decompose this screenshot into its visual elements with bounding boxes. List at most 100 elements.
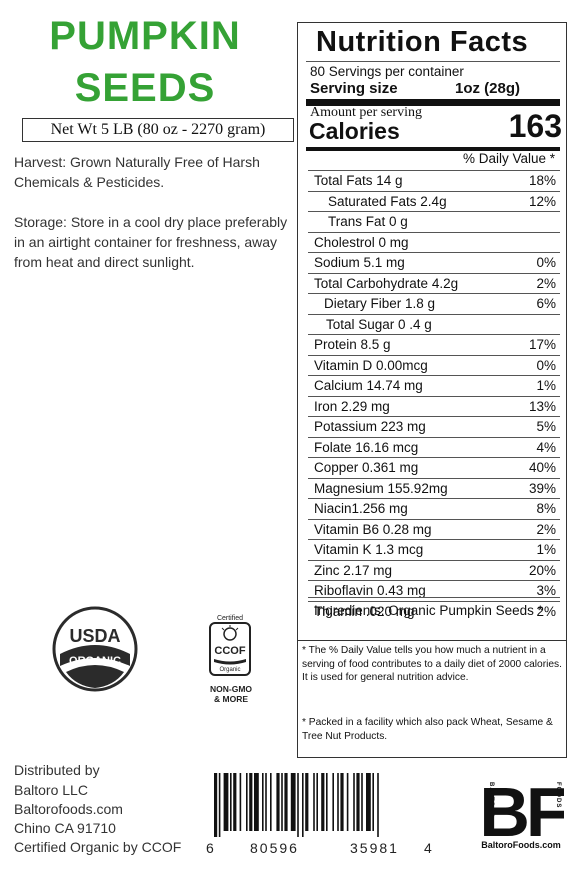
nutrient-row: Sodium 5.1 mg 0% (308, 252, 560, 273)
serving-size-value: 1oz (28g) (455, 80, 521, 97)
nutrient-percent: 8% (536, 501, 556, 516)
usda-organic-text: ORGANIC (69, 655, 121, 667)
nutrient-row: Magnesium 155.92mg 39% (308, 477, 560, 499)
barcode (214, 773, 379, 837)
daily-value-footnote: * The % Daily Value tells you how much a… (302, 645, 562, 683)
nutrient-percent: 5% (536, 419, 556, 434)
non-gmo-line2: & MORE (214, 694, 248, 704)
nutrient-row: Protein 8.5 g 17% (308, 334, 560, 355)
nutrient-name: Potassium 223 mg (314, 419, 426, 434)
nutrient-percent: 40% (528, 460, 556, 475)
distributor-line: Baltorofoods.com (14, 801, 123, 817)
barcode-digit-last: 4 (424, 840, 432, 856)
nutrient-row: Dietary Fiber 1.8 g 6% (308, 293, 560, 314)
nutrient-row: Trans Fat 0 g (308, 211, 560, 232)
ingredients-text: Ingredients: Organic Pumpkin Seeds * (314, 603, 543, 618)
nutrient-percent: 2% (536, 603, 556, 619)
ccof-certified-seal: Certified CCOF Organic (209, 615, 251, 676)
nutrient-percent: 1% (536, 542, 556, 557)
nutrient-percent: 1% (536, 378, 556, 393)
divider (306, 61, 560, 62)
nutrient-percent: 13% (528, 398, 556, 414)
nutrition-facts-panel (297, 22, 567, 758)
nutrient-row: Calcium 14.74 mg 1% (308, 375, 560, 396)
distributor-line: Distributed by (14, 762, 100, 778)
nutrient-name: Total Carbohydrate 4.2g (314, 275, 459, 291)
barcode-digit-first: 6 (206, 840, 214, 856)
nutrient-name: Copper 0.361 mg (314, 460, 419, 475)
nutrient-name: Sodium 5.1 mg (314, 255, 405, 270)
nutrient-percent: 2% (536, 521, 556, 537)
nutrient-row: Total Carbohydrate 4.2g 2% (308, 272, 560, 294)
distributor-line: Chino CA 91710 (14, 820, 116, 836)
nutrient-name: Folate 16.16 mcg (314, 439, 419, 455)
nutrient-row: Copper 0.361 mg 40% (308, 457, 560, 478)
baltoro-foods-logo: BF BALTORO FOODS (479, 773, 564, 851)
product-title-line1: PUMPKIN (49, 14, 241, 58)
bf-side-right: FOODS (555, 782, 561, 808)
nutrient-percent: 4% (536, 439, 556, 455)
nutrient-name: Total Fats 14 g (314, 173, 403, 188)
divider (298, 640, 566, 641)
usda-text: USDA (69, 626, 120, 646)
nutrient-row: Vitamin K 1.3 mcg 1% (308, 539, 560, 560)
bf-logo-letters: BF (479, 773, 564, 851)
nutrient-name: Iron 2.29 mg (314, 398, 390, 414)
non-gmo-line1: NON-GMO (209, 684, 253, 694)
non-gmo-label: NON-GMO & MORE (196, 684, 266, 704)
nutrient-row: Niacin1.256 mg 8% (308, 498, 560, 519)
nutrient-percent: 39% (528, 480, 556, 496)
ccof-text: CCOF (214, 645, 245, 657)
nutrient-row: Potassium 223 mg 5% (308, 416, 560, 437)
ccof-organic-text: Organic (219, 667, 240, 673)
nutrient-percent: 3% (536, 583, 556, 598)
distributor-line: Baltoro LLC (14, 782, 88, 798)
storage-text: Storage: Store in a cool dry place prefe… (14, 214, 288, 270)
nutrient-row: Vitamin B6 0.28 mg 2% (308, 518, 560, 540)
nutrient-name: Vitamin B6 0.28 mg (314, 521, 432, 537)
nutrient-row: Total Fats 14 g 18% (308, 170, 560, 191)
nutrient-name: Thiamin .020 mg (314, 603, 415, 619)
servings-per-container: 80 Servings per container (310, 64, 464, 79)
brand-url: BaltoroFoods.com (481, 840, 561, 850)
product-title-line2: SEEDS (74, 66, 216, 110)
amount-per-serving: Amount per serving (310, 105, 422, 120)
nutrient-percent: 0% (536, 255, 556, 270)
nutrient-percent: 0% (536, 357, 556, 373)
nutrient-percent: 2% (536, 275, 556, 291)
nutrient-name: Calcium 14.74 mg (314, 378, 423, 393)
nutrient-name: Protein 8.5 g (314, 337, 391, 352)
harvest-text: Harvest: Grown Naturally Free of Harsh C… (14, 154, 260, 190)
nutrient-percent: 20% (528, 562, 556, 578)
nutrient-name: Vitamin K 1.3 mcg (314, 542, 424, 557)
nutrient-row: Riboflavin 0.43 mg 3% (308, 580, 560, 601)
thick-divider (306, 99, 560, 106)
divider (308, 597, 560, 598)
nutrient-table: Total Fats 14 g 18% Saturated Fats 2.4g 12… (308, 170, 560, 621)
nutrient-name: Cholestrol 0 mg (314, 234, 409, 250)
nutrient-name: Trans Fat 0 g (328, 214, 408, 229)
nutrient-name: Zinc 2.17 mg (314, 562, 393, 578)
nutrient-name: Dietary Fiber 1.8 g (324, 296, 436, 311)
nutrient-row: Thiamin .020 mg 2% (308, 600, 560, 622)
barcode-group2: 35981 (350, 840, 399, 856)
nutrient-name: Magnesium 155.92mg (314, 480, 448, 496)
bf-side-left: BALTORO (488, 782, 494, 818)
medium-divider (306, 147, 560, 151)
nutrient-name: Saturated Fats 2.4g (328, 193, 447, 209)
distributor-line: Certified Organic by CCOF (14, 839, 182, 855)
nutrient-name: Vitamin D 0.00mcg (314, 357, 428, 373)
barcode-group1: 80596 (250, 840, 299, 856)
calories-label: Calories (309, 118, 400, 144)
usda-organic-seal: USDA ORGANIC (52, 606, 138, 692)
daily-value-header: % Daily Value * (462, 151, 555, 166)
nutrient-name: Riboflavin 0.43 mg (314, 583, 426, 598)
ccof-certified-text: Certified (217, 615, 243, 622)
nutrient-row: Zinc 2.17 mg 20% (308, 559, 560, 581)
nutrient-percent: 12% (528, 193, 556, 209)
nutrient-name: Niacin1.256 mg (314, 501, 408, 516)
nutrient-row: Vitamin D 0.00mcg 0% (308, 354, 560, 376)
nutrient-row: Folate 16.16 mcg 4% (308, 436, 560, 458)
nutrient-name: Total Sugar 0 .4 g (326, 316, 432, 332)
nutrition-facts-title: Nutrition Facts (316, 26, 529, 58)
